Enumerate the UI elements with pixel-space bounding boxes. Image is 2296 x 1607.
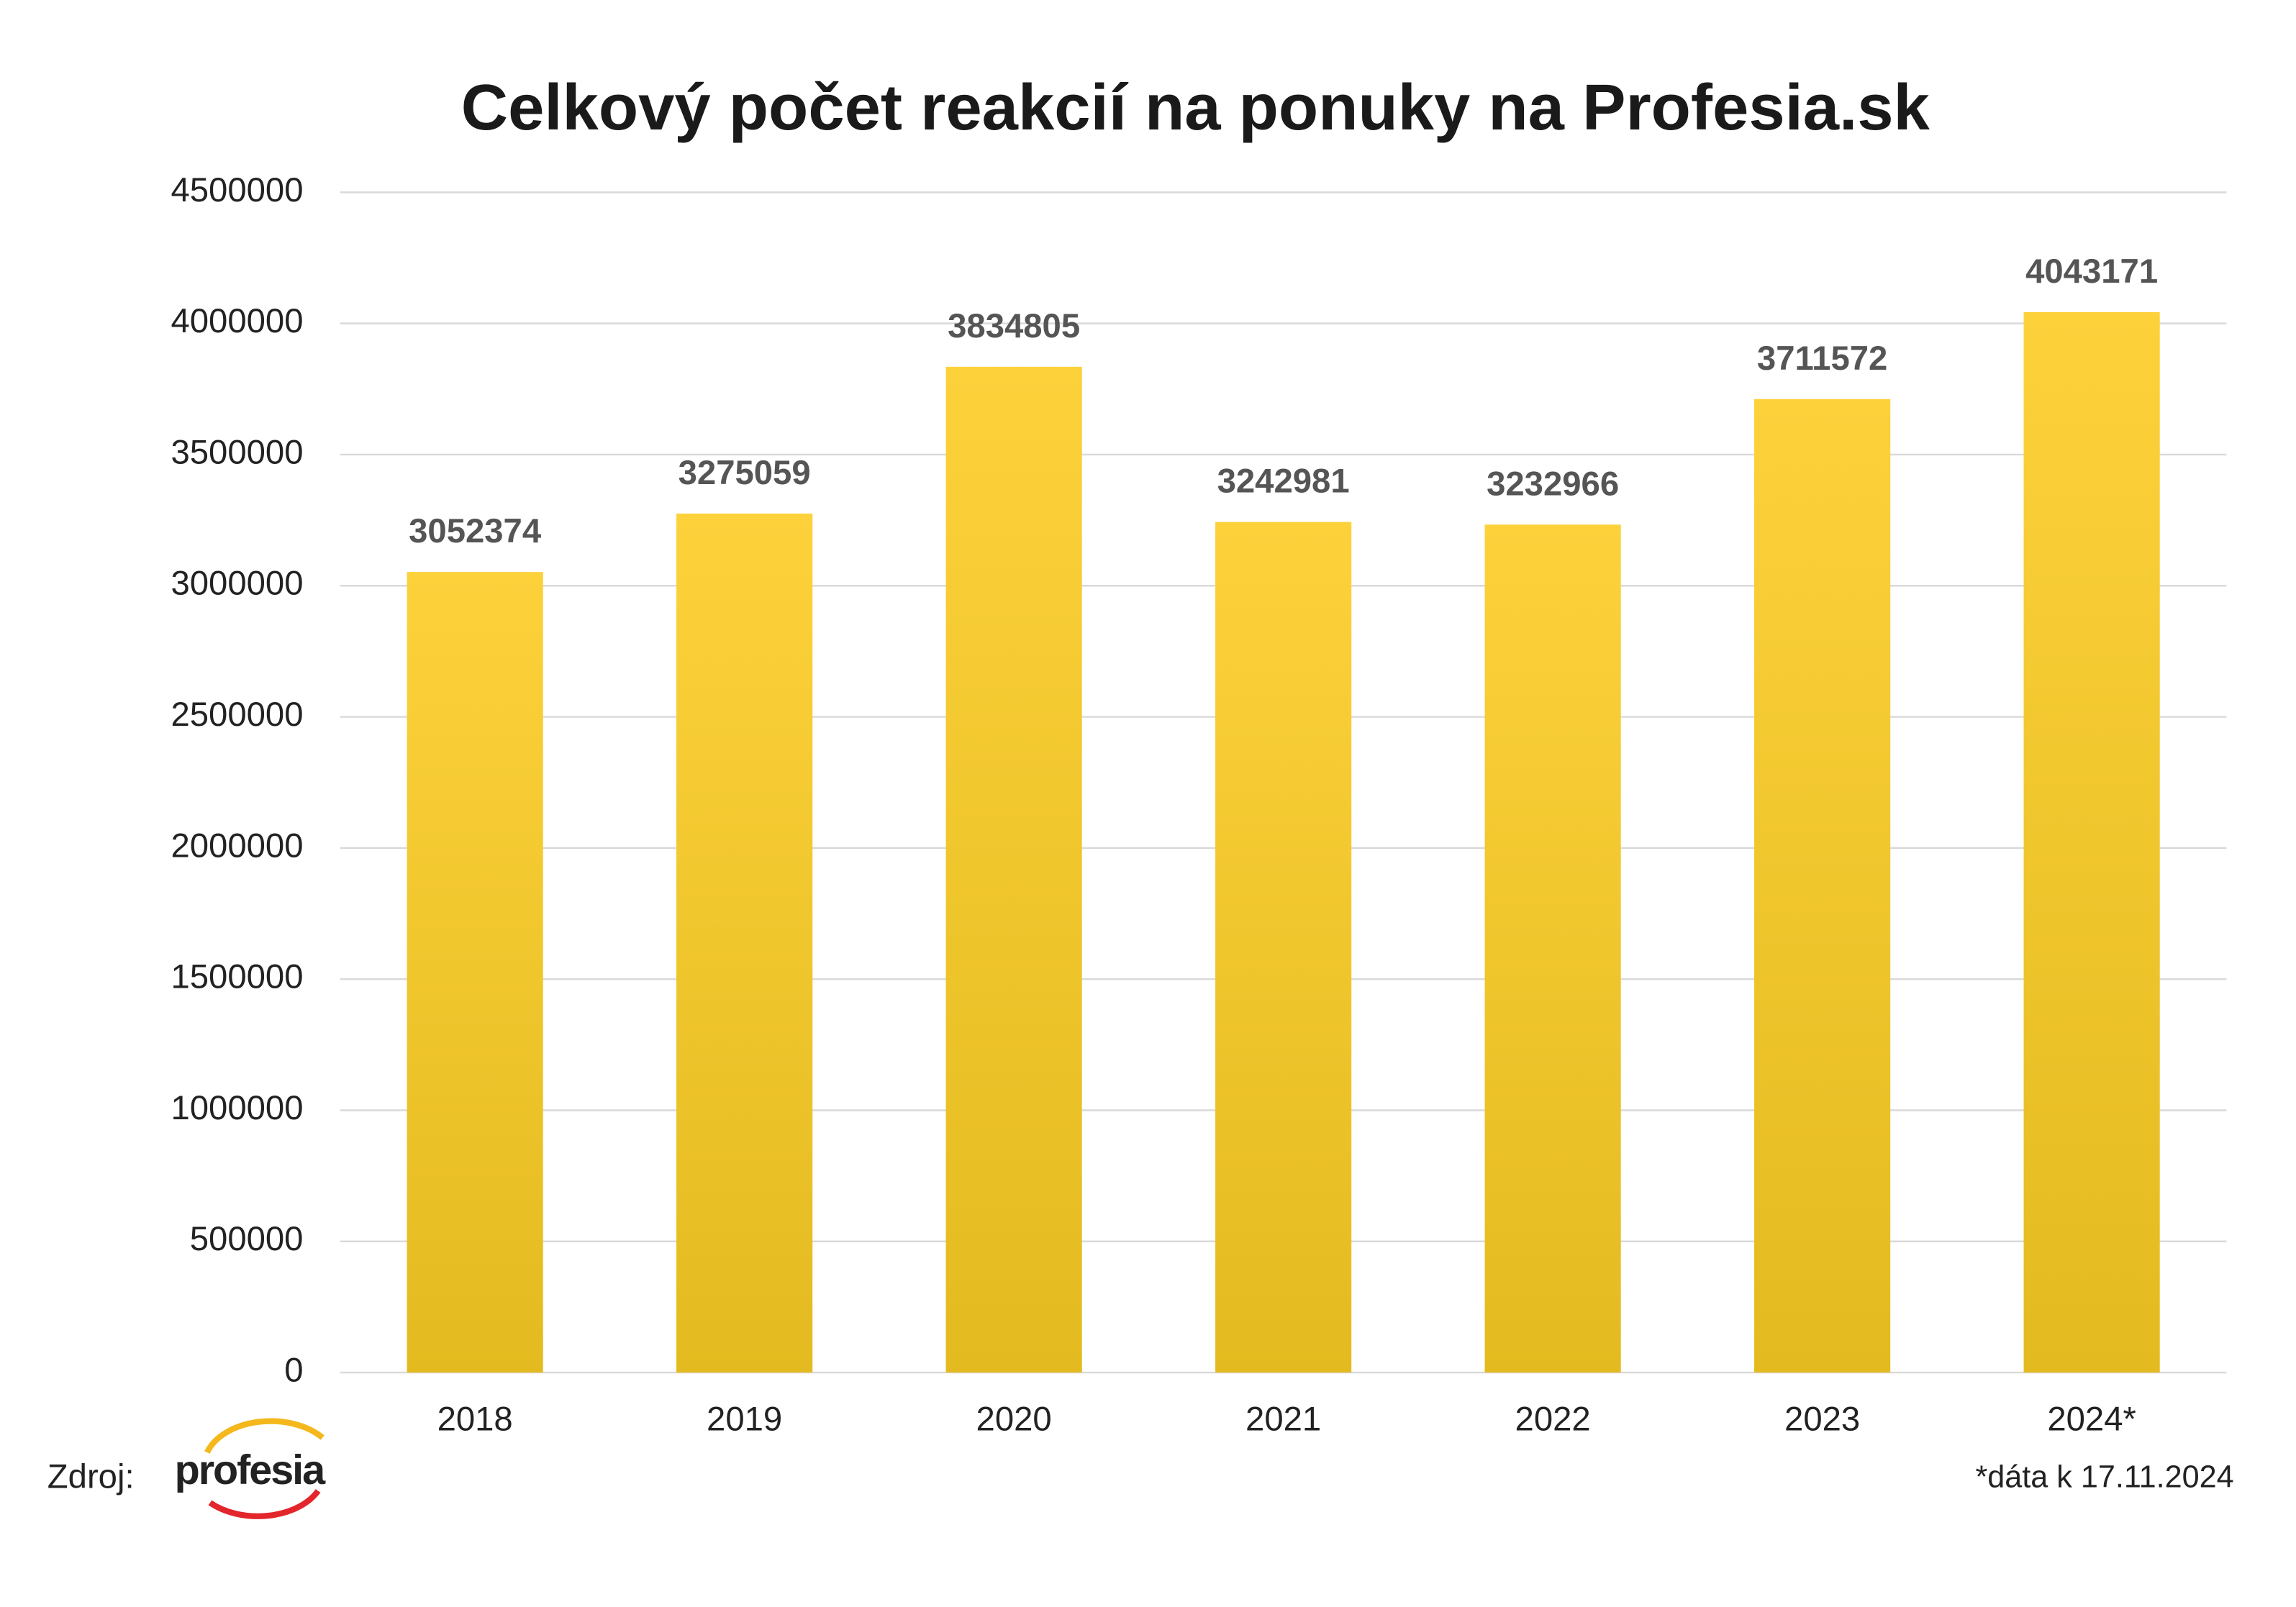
x-tick-label: 2023 — [1784, 1400, 1860, 1438]
y-tick-label: 3000000 — [171, 565, 303, 603]
bar — [1754, 399, 1891, 1373]
x-tick-label: 2022 — [1515, 1400, 1591, 1438]
value-label: 3834805 — [948, 307, 1080, 345]
y-tick-label: 3500000 — [171, 433, 303, 471]
value-label: 3275059 — [679, 454, 811, 492]
y-tick-label: 2000000 — [171, 827, 303, 865]
value-label: 3711572 — [1757, 340, 1887, 378]
chart-title: Celkový počet reakcií na ponuky na Profe… — [461, 71, 1930, 144]
value-label: 3232966 — [1487, 465, 1619, 503]
bar — [1215, 522, 1352, 1373]
x-tick-label: 2019 — [707, 1400, 782, 1438]
bar — [1484, 524, 1621, 1373]
bar — [676, 513, 813, 1373]
y-tick-label: 1500000 — [171, 958, 303, 996]
x-tick-label: 2018 — [437, 1400, 513, 1438]
y-tick-label: 0 — [284, 1352, 303, 1390]
y-tick-label: 2500000 — [171, 696, 303, 734]
y-tick-label: 500000 — [190, 1220, 304, 1258]
footnote: *dáta k 17.11.2024 — [1976, 1460, 2234, 1495]
x-tick-label: 2021 — [1245, 1400, 1321, 1438]
bar — [407, 572, 543, 1373]
x-tick-label: 2024* — [2047, 1400, 2136, 1438]
logo-arc-top — [204, 1418, 325, 1454]
y-tick-label: 4500000 — [171, 171, 303, 209]
logo: profesia — [175, 1418, 327, 1519]
logo-text: profesia — [175, 1447, 326, 1493]
value-label: 4043171 — [2025, 252, 2158, 291]
value-label: 3052374 — [409, 512, 542, 550]
y-tick-label: 1000000 — [171, 1089, 303, 1127]
value-label: 3242981 — [1217, 463, 1350, 501]
source-label: Zdroj: — [47, 1458, 135, 1496]
y-tick-label: 4000000 — [171, 302, 303, 340]
logo-arc-bottom — [208, 1489, 321, 1519]
bar — [945, 366, 1082, 1373]
x-tick-label: 2020 — [976, 1400, 1052, 1438]
bar — [2023, 311, 2160, 1373]
